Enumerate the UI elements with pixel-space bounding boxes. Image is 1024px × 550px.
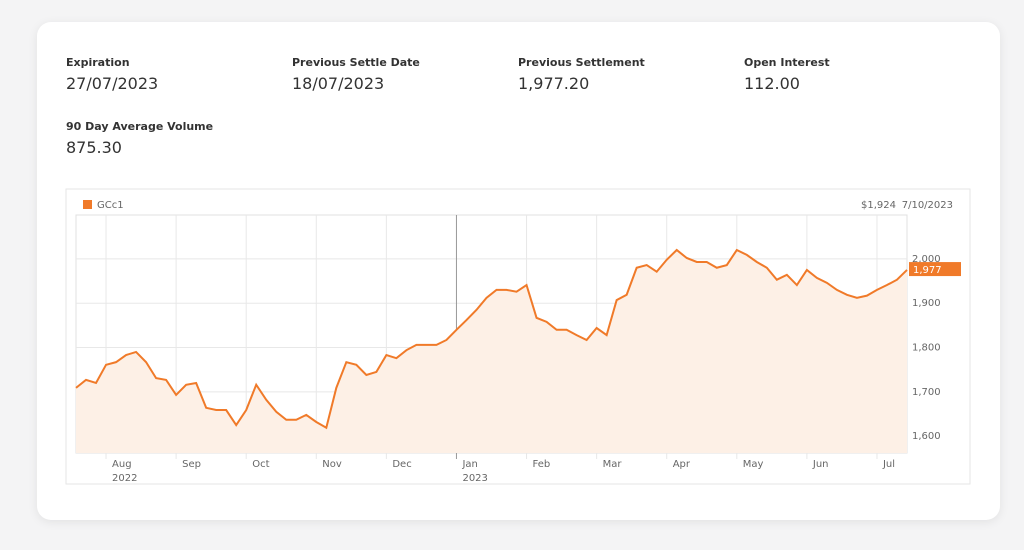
y-tick-label: 1,600 xyxy=(912,431,941,442)
stat: Open Interest 112.00 xyxy=(744,56,830,93)
stat-label: Open Interest xyxy=(744,56,830,69)
x-tick-label: Aug 2022 xyxy=(112,459,137,484)
stat: Previous Settle Date 18/07/2023 xyxy=(292,56,420,93)
header-price: $1,924 xyxy=(861,200,896,211)
stat-label: 90 Day Average Volume xyxy=(66,120,214,133)
x-tick-label: May xyxy=(743,459,764,470)
y-tick-label: 1,800 xyxy=(912,343,941,354)
stat: Expiration 27/07/2023 xyxy=(66,56,158,93)
stat-label: Expiration xyxy=(66,56,130,69)
chart-frame xyxy=(65,188,971,485)
x-tick-label: Jun xyxy=(812,459,829,470)
x-tick-label: Oct xyxy=(252,459,269,470)
stat-value: 18/07/2023 xyxy=(292,74,385,93)
x-tick-label: Nov xyxy=(322,459,342,470)
current-badge xyxy=(909,262,961,277)
stat-value: 112.00 xyxy=(744,74,800,93)
header-date: 7/10/2023 xyxy=(902,200,953,211)
stat-value: 27/07/2023 xyxy=(66,74,159,93)
stat-label: Previous Settle Date xyxy=(292,56,420,69)
y-tick-label: 2,000 xyxy=(912,254,941,265)
x-tick-label: Sep xyxy=(182,459,201,470)
x-tick-label: Feb xyxy=(533,459,551,470)
x-tick-label: Apr xyxy=(673,459,691,470)
legend-label: GCc1 xyxy=(97,200,124,211)
y-tick-label: 1,700 xyxy=(912,387,941,398)
x-tick-label: Jan 2023 xyxy=(461,459,487,484)
stat-value: 1,977.20 xyxy=(518,74,590,93)
x-tick-label: Dec xyxy=(392,459,411,470)
y-tick-label: 1,900 xyxy=(912,298,941,309)
x-tick-label: Mar xyxy=(603,459,623,470)
stat: Previous Settlement 1,977.20 xyxy=(518,56,645,93)
area-fill xyxy=(76,250,907,453)
legend-swatch xyxy=(83,200,92,209)
stat-label: Previous Settlement xyxy=(518,56,645,69)
stat: 90 Day Average Volume 875.30 xyxy=(66,120,213,157)
stat-value: 875.30 xyxy=(66,138,122,157)
current-label: 1,977 xyxy=(913,265,942,276)
x-tick-label: Jul xyxy=(882,459,895,470)
price-line xyxy=(75,248,908,430)
